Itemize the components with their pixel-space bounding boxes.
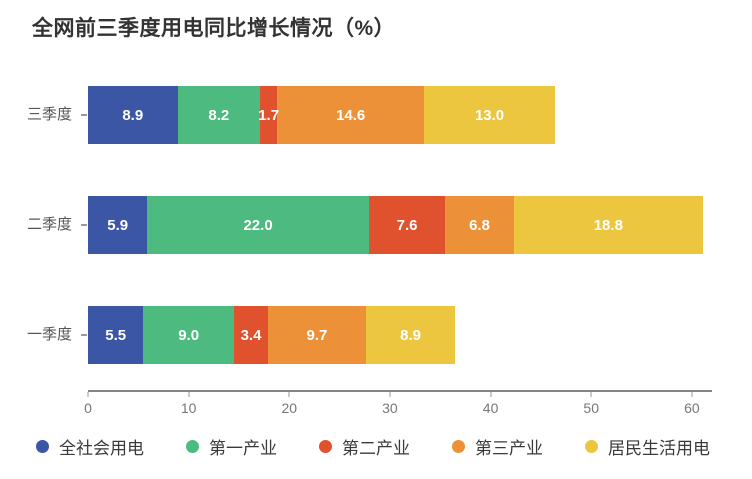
bar-segment: 6.8 <box>445 196 514 254</box>
bar-value-label: 13.0 <box>474 106 505 124</box>
bar-segment: 9.7 <box>268 306 366 364</box>
bar-value-label: 7.6 <box>396 216 418 234</box>
x-axis-tick-label: 40 <box>482 400 499 416</box>
y-axis-tick <box>81 334 87 336</box>
bar-value-label: 8.9 <box>122 106 144 124</box>
bar-value-label: 5.9 <box>107 216 129 234</box>
legend-item: 第二产业 <box>319 434 410 459</box>
bar-value-label: 9.0 <box>178 326 200 344</box>
bar-row-2: 5.5 9.0 3.4 9.7 8.9 <box>88 306 712 364</box>
bar-segment: 14.6 <box>277 86 425 144</box>
legend-label: 第一产业 <box>209 439 277 458</box>
legend-item: 居民生活用电 <box>585 434 710 459</box>
bar-segment: 5.9 <box>88 196 148 254</box>
bar-segment: 18.8 <box>513 196 703 254</box>
x-axis-tick <box>490 392 492 397</box>
x-axis-tick-label: 30 <box>382 400 398 416</box>
x-axis-tick <box>389 392 391 397</box>
legend-item: 第三产业 <box>452 434 543 459</box>
legend-item: 全社会用电 <box>36 434 144 459</box>
x-axis-tick-label: 10 <box>180 400 197 416</box>
bar-value-label: 14.6 <box>336 106 366 124</box>
legend-label: 全社会用电 <box>59 439 144 458</box>
bar-segment: 8.9 <box>88 86 178 144</box>
legend-marker <box>319 440 332 453</box>
bar-segment: 8.9 <box>365 306 456 364</box>
bar-segment: 13.0 <box>424 86 555 144</box>
plot-area: 8.9 8.2 1.7 14.6 13.0 三季度 5.9 22.0 7.6 6.8 18.8 二季度… <box>27 60 712 392</box>
bar-value-label: 6.8 <box>469 216 490 234</box>
legend-marker <box>186 440 199 453</box>
bar-segment: 5.5 <box>88 306 144 364</box>
bar-value-label: 22.0 <box>243 216 273 234</box>
x-axis-tick <box>288 392 290 397</box>
y-axis-tick <box>81 114 87 116</box>
legend-marker <box>585 440 598 453</box>
bar-segment: 8.2 <box>177 86 261 144</box>
bar-value-label: 18.8 <box>593 216 623 234</box>
chart-area: 8.9 8.2 1.7 14.6 13.0 三季度 5.9 22.0 7.6 6.8 18.8 二季度… <box>27 60 712 424</box>
legend-label: 第二产业 <box>342 439 410 458</box>
bar-segment: 22.0 <box>147 196 369 254</box>
y-axis-label: 二季度 <box>26 216 72 233</box>
y-axis-tick <box>81 224 87 226</box>
x-axis-tick-label: 50 <box>583 400 600 416</box>
bar-value-label: 9.7 <box>306 326 328 344</box>
bar-row-0: 8.9 8.2 1.7 14.6 13.0 <box>88 86 712 144</box>
bar-segment: 7.6 <box>368 196 446 254</box>
bar-value-label: 5.5 <box>105 326 127 344</box>
x-axis-tick-label: 60 <box>684 400 700 416</box>
legend-item: 第一产业 <box>186 434 277 459</box>
x-axis-tick <box>691 392 693 397</box>
bar-segment: 3.4 <box>233 306 269 364</box>
x-axis: 0 10 20 30 40 50 60 <box>84 392 712 424</box>
x-axis-tick <box>188 392 190 397</box>
bar-value-label: 8.9 <box>400 326 421 344</box>
legend-label: 第三产业 <box>475 439 543 458</box>
x-axis-tick <box>87 392 89 397</box>
legend-marker <box>36 440 49 453</box>
chart-title: 全网前三季度用电同比增长情况（%） <box>32 17 396 40</box>
x-axis-tick-label: 20 <box>281 400 298 416</box>
x-axis-tick-label: 0 <box>84 400 92 416</box>
y-axis-label: 三季度 <box>26 106 72 123</box>
legend: 全社会用电 第一产业 第二产业 第三产业 居民生活用电 <box>36 434 710 459</box>
bar-value-label: 8.2 <box>208 106 230 124</box>
x-axis-tick <box>590 392 592 397</box>
bar-value-label: 1.7 <box>258 106 280 124</box>
bar-segment: 1.7 <box>258 86 280 144</box>
bar-value-label: 3.4 <box>240 326 262 344</box>
bar-segment: 9.0 <box>143 306 234 364</box>
legend-label: 居民生活用电 <box>608 439 710 458</box>
y-axis-label: 一季度 <box>26 326 72 343</box>
bar-row-1: 5.9 22.0 7.6 6.8 18.8 <box>88 196 712 254</box>
legend-marker <box>452 440 465 453</box>
